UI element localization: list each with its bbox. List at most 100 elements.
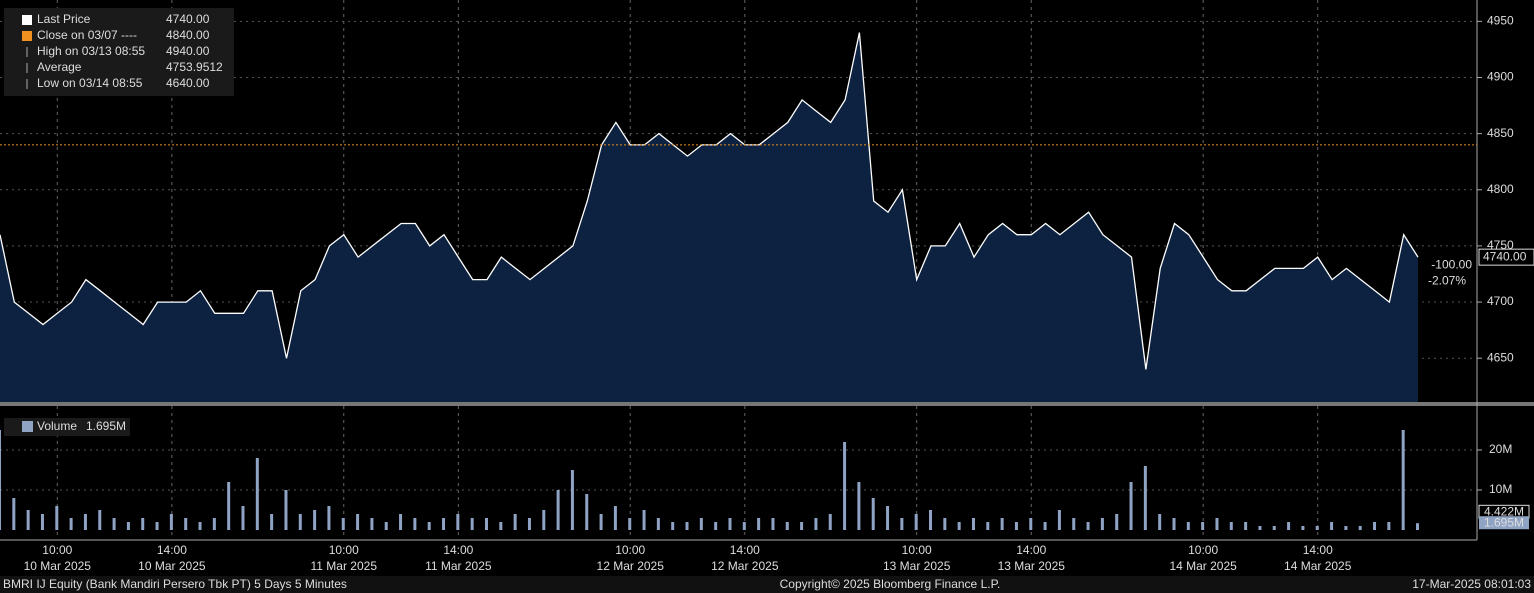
volume-bar	[499, 522, 503, 530]
volume-bar	[356, 514, 360, 530]
volume-bar	[484, 518, 488, 530]
volume-bar	[255, 458, 259, 530]
volume-bar	[527, 518, 531, 530]
volume-bar	[198, 522, 202, 530]
volume-bar	[1014, 522, 1018, 530]
volume-bar	[298, 514, 302, 530]
legend-box	[4, 8, 234, 96]
volume-last-box	[1479, 516, 1529, 530]
volume-bar	[1272, 526, 1276, 530]
copyright: Copyright© 2025 Bloomberg Finance L.P.	[780, 577, 1001, 591]
y-tick-label: 4650	[1487, 350, 1514, 364]
volume-bar	[843, 442, 847, 530]
volume-bar	[599, 514, 603, 530]
volume-bar	[771, 518, 775, 530]
volume-bar	[1043, 522, 1047, 530]
x-date-label: 11 Mar 2025	[311, 559, 378, 573]
volume-bar	[714, 522, 718, 530]
y-tick-label: 4950	[1487, 14, 1514, 28]
y-tick-label: 4700	[1487, 294, 1514, 308]
x-tick-label: 14:00	[157, 543, 187, 557]
volume-bar	[1158, 514, 1162, 530]
volume-bar	[1215, 518, 1219, 530]
legend-value: 4940.00	[166, 44, 210, 58]
volume-bar	[327, 506, 331, 530]
volume-bar	[1072, 518, 1076, 530]
volume-bar	[112, 518, 116, 530]
volume-bar	[914, 514, 918, 530]
x-date-label: 10 Mar 2025	[24, 559, 92, 573]
volume-bar	[1057, 510, 1061, 530]
footer-title: BMRI IJ Equity (Bank Mandiri Persero Tbk…	[3, 577, 347, 591]
volume-bar	[1344, 526, 1348, 530]
x-tick-label: 14:00	[1016, 543, 1046, 557]
x-date-label: 12 Mar 2025	[711, 559, 779, 573]
volume-bar	[513, 514, 517, 530]
volume-bar	[241, 506, 245, 530]
legend-name: Average	[37, 60, 82, 74]
volume-bar	[742, 522, 746, 530]
volume-bar	[69, 518, 73, 530]
volume-tick-label: 20M	[1489, 442, 1512, 456]
legend-value: 4753.9512	[166, 60, 223, 74]
volume-legend-value: 1.695M	[86, 419, 126, 433]
x-tick-label: 14:00	[730, 543, 760, 557]
volume-bar	[313, 510, 317, 530]
volume-bar	[1143, 466, 1147, 530]
volume-bar	[55, 506, 59, 530]
volume-bar	[1373, 522, 1377, 530]
y-tick-label: 4750	[1487, 238, 1514, 252]
volume-bar	[83, 514, 87, 530]
legend-name: High on 03/13 08:55	[37, 44, 145, 58]
volume-bar	[671, 522, 675, 530]
volume-bar	[1201, 522, 1205, 530]
footer	[0, 576, 1534, 593]
volume-bar	[971, 518, 975, 530]
volume-bar	[800, 522, 804, 530]
volume-bar	[98, 510, 102, 530]
x-date-label: 12 Mar 2025	[597, 559, 665, 573]
y-tick-label: 4800	[1487, 182, 1514, 196]
volume-bar	[1401, 430, 1405, 530]
volume-bar	[227, 482, 231, 530]
volume-bar	[40, 514, 44, 530]
volume-bar	[1000, 518, 1004, 530]
volume-bar	[427, 522, 431, 530]
volume-bar	[442, 518, 446, 530]
volume-bar	[384, 522, 388, 530]
volume-bar	[785, 522, 789, 530]
x-date-label: 13 Mar 2025	[883, 559, 951, 573]
price-area	[0, 32, 1418, 402]
y-tick-label: 4850	[1487, 126, 1514, 140]
volume-legend-box	[4, 418, 130, 436]
volume-bar	[0, 430, 1, 530]
volume-bar	[212, 518, 216, 530]
volume-bar	[613, 506, 617, 530]
change-pct-label: -2.07%	[1428, 273, 1466, 287]
volume-bar	[728, 518, 732, 530]
volume-bar	[470, 518, 474, 530]
volume-bar	[628, 518, 632, 530]
volume-bar	[1029, 518, 1033, 530]
volume-bar	[656, 518, 660, 530]
volume-bar	[413, 518, 417, 530]
volume-bar	[1387, 522, 1391, 530]
x-date-label: 14 Mar 2025	[1169, 559, 1237, 573]
volume-bar	[12, 498, 16, 530]
volume-bar	[814, 518, 818, 530]
volume-bar	[341, 518, 345, 530]
legend-swatch	[22, 31, 32, 41]
timestamp: 17-Mar-2025 08:01:03	[1412, 577, 1531, 591]
volume-bar	[757, 518, 761, 530]
x-tick-label: 10:00	[902, 543, 932, 557]
volume-bar	[585, 494, 589, 530]
x-date-label: 10 Mar 2025	[138, 559, 206, 573]
volume-bar	[1129, 482, 1133, 530]
legend-name: Low on 03/14 08:55	[37, 76, 143, 90]
x-tick-label: 10:00	[42, 543, 72, 557]
legend-value: 4840.00	[166, 28, 210, 42]
volume-bar	[1287, 522, 1291, 530]
volume-bar	[556, 490, 560, 530]
legend-swatch	[22, 15, 32, 25]
